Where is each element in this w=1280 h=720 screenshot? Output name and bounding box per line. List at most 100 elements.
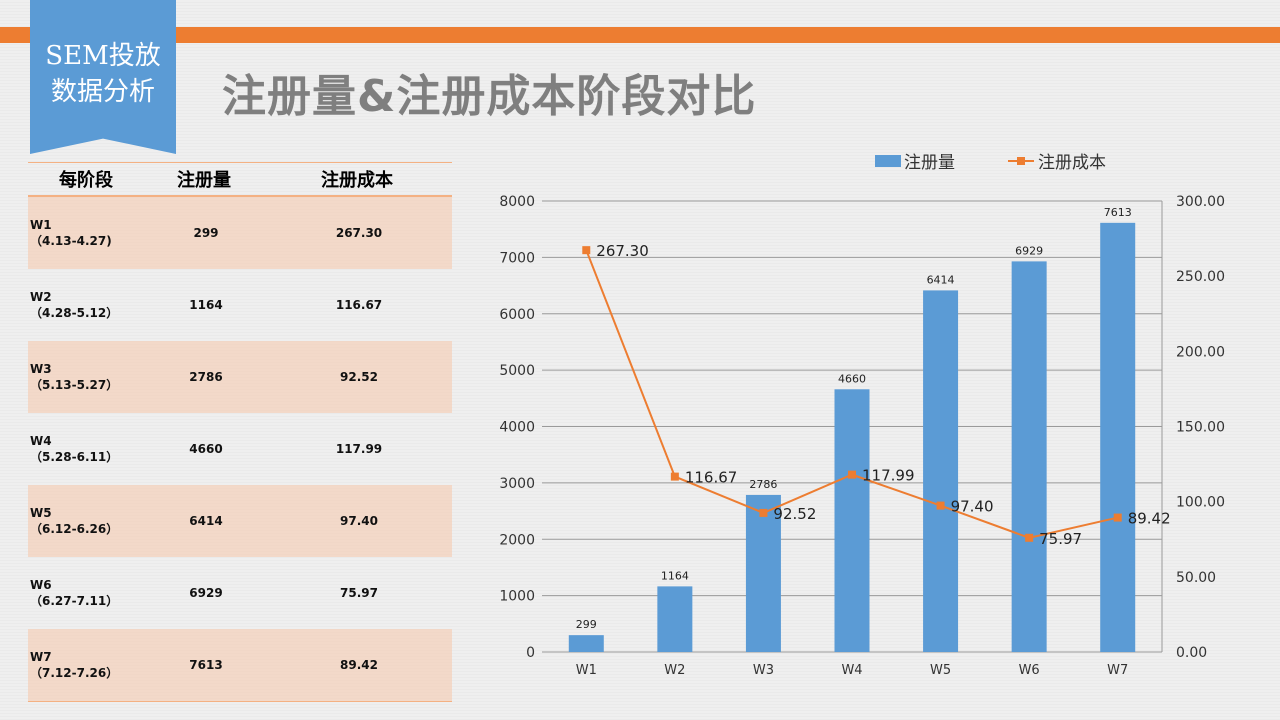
date-range: （5.13-5.27） bbox=[30, 377, 119, 392]
cost-marker bbox=[582, 246, 591, 255]
registrations-cell: 6929 bbox=[189, 586, 223, 600]
y-tick-label: 3000 bbox=[499, 476, 535, 492]
bar-data-label: 299 bbox=[576, 618, 597, 631]
line-data-label: 89.42 bbox=[1128, 510, 1171, 528]
stage-cell: W1 （4.13-4.27) bbox=[28, 218, 146, 249]
table-row: W6 （6.27-7.11） 6929 75.97 bbox=[28, 557, 452, 629]
data-table: 每阶段 注册量 注册成本 W1 （4.13-4.27) 299 267.30 W2 （4.… bbox=[28, 162, 452, 702]
y2-tick-label: 200.00 bbox=[1176, 344, 1225, 360]
week-label: W7 bbox=[30, 649, 52, 664]
bar bbox=[657, 586, 693, 652]
x-tick-label: W4 bbox=[841, 663, 862, 678]
line-data-label: 75.97 bbox=[1039, 530, 1082, 548]
top-accent-bar bbox=[0, 27, 1280, 43]
cost-marker bbox=[936, 501, 945, 510]
cost-marker bbox=[848, 470, 856, 479]
cost-cell: 116.67 bbox=[335, 298, 383, 312]
y2-tick-label: 250.00 bbox=[1176, 269, 1225, 285]
y-tick-label: 2000 bbox=[499, 532, 535, 548]
week-label: W6 bbox=[30, 577, 52, 592]
bar bbox=[1011, 261, 1047, 652]
cost-cell: 75.97 bbox=[340, 586, 378, 600]
stage-cell: W7 （7.12-7.26） bbox=[28, 650, 146, 681]
x-tick-label: W5 bbox=[930, 663, 951, 678]
y2-tick-label: 300.00 bbox=[1176, 194, 1225, 210]
x-tick-label: W6 bbox=[1019, 663, 1040, 678]
date-range: （7.12-7.26） bbox=[30, 665, 119, 680]
bar-data-label: 6929 bbox=[1015, 244, 1043, 257]
week-label: W4 bbox=[30, 433, 52, 448]
y-tick-label: 4000 bbox=[499, 420, 535, 436]
y-tick-label: 5000 bbox=[499, 363, 535, 379]
badge-line-1: SEM投放 bbox=[45, 41, 161, 71]
line-data-label: 117.99 bbox=[862, 467, 915, 485]
stage-cell: W2 （4.28-5.12） bbox=[28, 290, 146, 321]
date-range: （6.12-6.26） bbox=[30, 521, 119, 536]
line-data-label: 92.52 bbox=[773, 505, 816, 523]
x-tick-label: W3 bbox=[753, 663, 774, 678]
stage-cell: W3 （5.13-5.27） bbox=[28, 362, 146, 393]
registrations-cell: 6414 bbox=[189, 514, 223, 528]
legend-line-marker bbox=[1017, 157, 1025, 165]
date-range: （5.28-6.11） bbox=[30, 449, 119, 464]
week-label: W2 bbox=[30, 289, 52, 304]
table-row: W7 （7.12-7.26） 7613 89.42 bbox=[28, 629, 452, 701]
cost-cell: 267.30 bbox=[335, 226, 383, 240]
week-label: W1 bbox=[30, 217, 52, 232]
registrations-cell: 1164 bbox=[189, 298, 223, 312]
bar-data-label: 4660 bbox=[838, 372, 866, 385]
table-bottom-line bbox=[28, 701, 452, 702]
bar bbox=[745, 494, 781, 652]
cost-marker bbox=[670, 472, 679, 481]
registrations-cell: 2786 bbox=[189, 370, 223, 384]
week-label: W3 bbox=[30, 361, 52, 376]
y-tick-label: 1000 bbox=[499, 589, 535, 605]
registrations-cell: 4660 bbox=[189, 442, 223, 456]
legend-bar-swatch bbox=[875, 155, 901, 167]
date-range: （6.27-7.11） bbox=[30, 593, 119, 608]
table-header: 每阶段 注册量 注册成本 bbox=[28, 162, 452, 197]
table-row: W4 （5.28-6.11） 4660 117.99 bbox=[28, 413, 452, 485]
x-tick-label: W1 bbox=[576, 663, 597, 678]
y-tick-label: 6000 bbox=[499, 307, 535, 323]
date-range: （4.28-5.12） bbox=[30, 305, 119, 320]
y2-tick-label: 0.00 bbox=[1176, 645, 1207, 661]
cost-cell: 89.42 bbox=[340, 658, 378, 672]
cost-marker bbox=[759, 508, 768, 517]
legend-line-label: 注册成本 bbox=[1038, 153, 1106, 173]
table-row: W1 （4.13-4.27) 299 267.30 bbox=[28, 197, 452, 269]
y2-tick-label: 50.00 bbox=[1176, 570, 1216, 586]
table-row: W2 （4.28-5.12） 1164 116.67 bbox=[28, 269, 452, 341]
y-tick-label: 0 bbox=[526, 645, 535, 661]
bar bbox=[568, 635, 604, 652]
page-title: 注册量&注册成本阶段对比 bbox=[222, 71, 757, 122]
cost-marker bbox=[1113, 513, 1122, 522]
x-tick-label: W2 bbox=[664, 663, 685, 678]
line-data-label: 267.30 bbox=[596, 242, 649, 260]
y2-tick-label: 150.00 bbox=[1176, 420, 1225, 436]
legend-bar-label: 注册量 bbox=[904, 153, 955, 173]
bar bbox=[923, 290, 959, 652]
line-data-label: 116.67 bbox=[685, 469, 738, 487]
registrations-cell: 7613 bbox=[189, 658, 223, 672]
week-label: W5 bbox=[30, 505, 52, 520]
bar-data-label: 2786 bbox=[749, 478, 777, 491]
date-range: （4.13-4.27) bbox=[30, 233, 112, 248]
header-cost: 注册成本 bbox=[321, 170, 393, 191]
bar-data-label: 1164 bbox=[661, 569, 689, 582]
stage-cell: W6 （6.27-7.11） bbox=[28, 578, 146, 609]
bar-data-label: 7613 bbox=[1104, 206, 1132, 219]
table-row: W3 （5.13-5.27） 2786 92.52 bbox=[28, 341, 452, 413]
x-tick-label: W7 bbox=[1107, 663, 1128, 678]
table-row: W5 （6.12-6.26） 6414 97.40 bbox=[28, 485, 452, 557]
header-stage: 每阶段 bbox=[59, 170, 113, 191]
cost-marker bbox=[1025, 533, 1034, 542]
y-tick-label: 7000 bbox=[499, 250, 535, 266]
stage-cell: W4 （5.28-6.11） bbox=[28, 434, 146, 465]
header-registrations: 注册量 bbox=[177, 170, 231, 191]
line-data-label: 97.40 bbox=[951, 498, 994, 516]
badge-line-2: 数据分析 bbox=[50, 77, 155, 107]
y-tick-label: 8000 bbox=[499, 194, 535, 210]
bar bbox=[1100, 222, 1136, 652]
